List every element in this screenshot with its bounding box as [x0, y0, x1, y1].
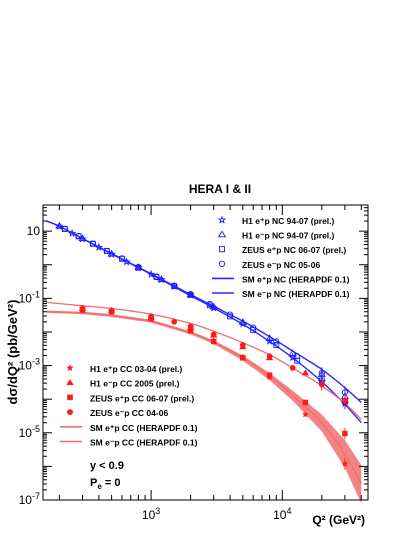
- triangle-marker: [107, 249, 116, 257]
- circle-marker: [171, 282, 178, 289]
- square-marker: [342, 430, 348, 437]
- circle-marker: [239, 342, 246, 348]
- legend-marker: [66, 364, 74, 372]
- legend-label: ZEUS e⁺p CC 06-07 (prel.): [90, 393, 194, 403]
- legend-marker: [66, 378, 74, 386]
- legend-marker: [67, 409, 73, 416]
- chart-title: HERA I & II: [189, 182, 251, 196]
- model-curve: [46, 311, 362, 485]
- square-marker: [302, 399, 309, 406]
- square-marker: [210, 338, 217, 345]
- legend-cc: H1 e⁺p CC 03-04 (prel.) H1 e⁻p CC 2005 (p…: [60, 364, 198, 448]
- triangle-marker: [265, 334, 274, 341]
- square-marker: [273, 342, 280, 348]
- circle-marker: [118, 255, 126, 262]
- y-tick-label: 10-5: [19, 424, 40, 440]
- legend-label: H1 e⁻p CC 2005 (prel.): [90, 379, 180, 389]
- legend-label: ZEUS e⁻p NC 05-06: [242, 260, 320, 270]
- legend-label: H1 e⁺p CC 03-04 (prel.): [90, 364, 183, 374]
- cut-annotation: y < 0.9: [90, 460, 124, 472]
- circle-marker: [187, 291, 194, 298]
- legend-label: ZEUS e⁺p NC 06-07 (prel.): [242, 245, 346, 255]
- square-marker: [250, 327, 257, 333]
- circle-marker: [89, 240, 96, 247]
- x-tick-label: 104: [273, 506, 291, 522]
- legend-label: H1 e⁺p NC 94-07 (prel.): [242, 216, 335, 226]
- y-tick-label: 10-3: [19, 357, 40, 373]
- square-marker: [294, 357, 301, 364]
- star-marker: [146, 269, 156, 278]
- legend-marker: [217, 230, 227, 238]
- circle-marker: [342, 397, 348, 404]
- circle-marker: [187, 323, 194, 330]
- legend-label: ZEUS e⁻p CC 04-06: [90, 408, 168, 418]
- legend-nc: H1 e⁺p NC 94-07 (prel.) H1 e⁻p NC 94-07 (…: [212, 215, 350, 299]
- model-curve: [46, 301, 362, 420]
- x-tick-label: 103: [142, 506, 160, 522]
- triangle-marker: [238, 318, 247, 325]
- legend-marker: [218, 260, 226, 267]
- y-tick-label: 10: [27, 224, 41, 238]
- polarisation-annotation: Pe = 0: [90, 477, 120, 491]
- y-tick-label: 10-1: [19, 289, 40, 305]
- star-marker: [67, 228, 77, 237]
- x-axis-label: Q² (GeV²): [312, 513, 365, 527]
- circle-marker: [108, 307, 115, 314]
- triangle-marker: [55, 222, 64, 229]
- square-marker: [240, 355, 246, 361]
- circle-marker: [153, 273, 160, 280]
- plot-frame: [42, 204, 369, 501]
- circle-marker: [61, 225, 68, 232]
- star-marker: [341, 459, 349, 467]
- circle-marker: [250, 324, 257, 331]
- circle-marker: [294, 353, 301, 360]
- star-marker: [55, 221, 64, 230]
- triangle-marker: [288, 349, 297, 356]
- star-marker: [94, 242, 104, 251]
- y-axis-label: dσ/dQ² (pb/GeV²): [5, 300, 20, 405]
- legend-marker: [218, 246, 225, 253]
- circle-marker: [266, 353, 273, 360]
- circle-marker: [75, 232, 82, 240]
- circle-marker: [79, 305, 86, 312]
- square-marker: [266, 372, 273, 378]
- triangle-marker: [157, 275, 166, 282]
- circle-marker: [289, 365, 296, 371]
- square-marker: [227, 313, 234, 320]
- circle-marker: [273, 338, 280, 345]
- legend-marker: [217, 215, 227, 224]
- legend-label: SM e⁺p CC (HERAPDF 0.1): [90, 423, 198, 433]
- circle-marker: [318, 369, 325, 377]
- tick-layer: 103 104 10 10-1 10-3 10-5 10-7: [19, 204, 368, 522]
- circle-marker: [226, 311, 234, 318]
- circle-marker: [206, 300, 213, 308]
- star-marker: [301, 410, 310, 418]
- triangle-marker: [301, 369, 310, 376]
- circle-marker: [148, 313, 154, 320]
- legend-label: H1 e⁻p NC 94-07 (prel.): [242, 231, 335, 241]
- circle-marker: [135, 264, 142, 271]
- legend-label: SM e⁻p NC (HERAPDF 0.1): [242, 289, 350, 299]
- circle-marker: [103, 247, 110, 254]
- circle-marker: [318, 381, 325, 388]
- legend-label: SM e⁺p NC (HERAPDF 0.1): [242, 274, 350, 284]
- circle-marker: [210, 331, 217, 338]
- legend-label: SM e⁻p CC (HERAPDF 0.1): [90, 438, 198, 448]
- y-tick-label: 10-7: [19, 491, 40, 507]
- circle-marker: [171, 318, 178, 325]
- marker-layer: [55, 221, 350, 470]
- legend-marker: [67, 394, 73, 401]
